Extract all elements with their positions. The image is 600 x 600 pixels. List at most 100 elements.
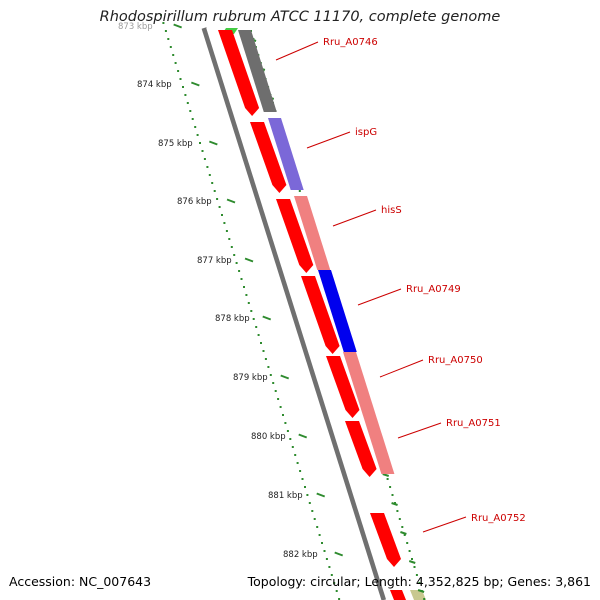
tick-dot-left: [199, 142, 201, 144]
gene-label: Rru_A0750: [428, 355, 483, 366]
gene-features: [218, 30, 401, 567]
tick-dot-left: [321, 542, 323, 544]
tick-dot-right: [396, 510, 399, 512]
gene-arrow-red: [326, 356, 360, 418]
tick-dot-right: [403, 534, 406, 536]
genome-backbone-line: [201, 27, 387, 600]
tick-dot-left: [289, 438, 292, 440]
tick-dot-left: [235, 262, 238, 264]
minor-tick-mark: [382, 473, 390, 477]
tick-dot-left: [260, 342, 262, 344]
tick-dot-left: [228, 238, 231, 240]
tick-dot-left: [182, 86, 184, 88]
tick-dot-left: [162, 22, 165, 24]
tick-label: 876 kbp: [177, 197, 212, 207]
kbp-tick-labels: 873 kbp 874 kbp 875 kbp 876 kbp 877 kbp 878 k…: [118, 22, 318, 560]
tick-dot-left: [247, 302, 250, 304]
tick-dot-left: [206, 166, 209, 168]
tick-dot-left: [233, 254, 236, 256]
bottom-edge-feature-red: [390, 590, 406, 600]
gene-label: ispG: [355, 127, 377, 138]
tick-dot-left: [255, 326, 258, 328]
tick-dot-left: [311, 510, 314, 512]
tick-dot-left: [250, 310, 253, 312]
tick-dot-left: [333, 582, 336, 584]
tick-dot-right: [401, 526, 404, 528]
tick-dot-left: [243, 286, 245, 288]
gene-arrow-red: [345, 421, 377, 477]
tick-dot-right: [394, 502, 396, 504]
gene-label: Rru_A0751: [446, 418, 501, 429]
major-tick-mark: [173, 23, 183, 29]
tick-dot-left: [221, 214, 223, 216]
tick-dot-left: [194, 126, 197, 128]
minor-tick-mark: [391, 502, 398, 506]
tick-dot-left: [316, 526, 319, 528]
major-tick-mark: [316, 492, 326, 498]
tick-dot-left: [218, 206, 221, 208]
tick-dot-right: [418, 582, 421, 584]
tick-label: 877 kbp: [197, 256, 232, 266]
tick-dot-left: [201, 150, 204, 152]
major-tick-mark: [208, 140, 218, 146]
tick-dot-left: [301, 478, 304, 480]
tick-dot-left: [264, 358, 267, 360]
tick-dot-left: [186, 102, 189, 104]
major-tick-mark: [226, 198, 236, 204]
tick-dot-left: [323, 550, 326, 552]
tick-dot-left: [213, 190, 216, 192]
bottom-edge-feature-olive: [410, 590, 426, 600]
tick-label: 882 kbp: [283, 550, 318, 560]
tick-dot-left: [238, 270, 241, 272]
gene-block-paired: [238, 30, 277, 112]
gene-leader-line: [275, 41, 319, 61]
tick-dot-left: [262, 350, 265, 352]
tick-dot-left: [252, 318, 255, 320]
tick-dot-left: [318, 534, 321, 536]
gene-leader-line: [397, 422, 442, 439]
tick-dot-left: [296, 462, 299, 464]
tick-dot-left: [328, 566, 331, 568]
tick-dot-left: [330, 574, 333, 576]
gene-label: Rru_A0746: [323, 37, 378, 48]
tick-dot-right: [386, 478, 389, 480]
tick-dot-left: [160, 14, 162, 16]
tick-dot-left: [225, 230, 228, 232]
tick-label: 880 kbp: [251, 432, 286, 442]
gene-block-paired: [318, 270, 357, 352]
gene-arrow-red: [370, 513, 401, 567]
tick-dot-left: [338, 598, 341, 600]
tick-dot-left: [313, 518, 316, 520]
tick-dot-left: [267, 366, 270, 368]
major-tick-mark: [190, 81, 200, 87]
tick-dot-left: [179, 78, 182, 80]
gene-label: Rru_A0752: [471, 513, 526, 524]
tick-dot-left: [230, 246, 233, 248]
tick-dot-left: [274, 390, 277, 392]
tick-dot-left: [325, 558, 328, 560]
tick-dot-left: [272, 382, 275, 384]
tick-dot-left: [282, 414, 284, 416]
tick-dot-right: [408, 550, 411, 552]
tick-dot-left: [177, 70, 180, 72]
tick-label: 875 kbp: [158, 139, 193, 149]
tick-dot-left: [167, 38, 170, 40]
tick-dot-left: [189, 110, 192, 112]
tick-dot-left: [279, 406, 282, 408]
tick-label: 878 kbp: [215, 314, 250, 324]
tick-dot-left: [277, 398, 280, 400]
tick-dot-left: [284, 422, 287, 424]
tick-dot-left: [245, 294, 248, 296]
tick-label: 874 kbp: [137, 80, 172, 90]
tick-dot-right: [423, 598, 426, 600]
gene-labels: Rru_A0746 ispG hisS Rru_A0749 Rru_A0750 Rru_A…: [275, 37, 526, 533]
major-tick-mark: [244, 257, 254, 263]
minor-tick-mark: [408, 560, 416, 564]
tick-dot-left: [335, 590, 338, 592]
tick-dot-left: [269, 374, 272, 376]
major-tick-mark: [334, 551, 344, 557]
tick-dot-left: [299, 470, 302, 472]
tick-dot-right: [406, 542, 409, 544]
tick-label: 881 kbp: [268, 491, 303, 501]
genome-title: Rhodospirillum rubrum ATCC 11170, comple…: [99, 9, 501, 25]
